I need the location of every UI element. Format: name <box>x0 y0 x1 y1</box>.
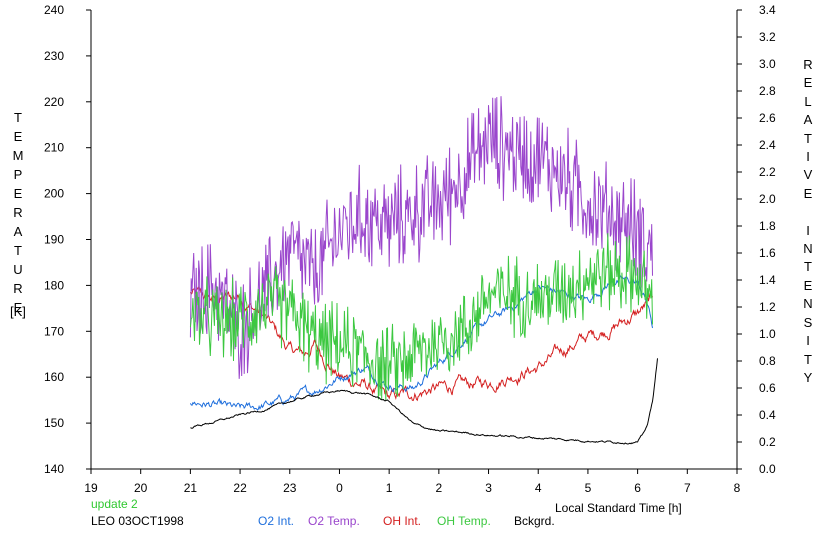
right-tick-label: 1.2 <box>759 300 776 314</box>
right-tick-label: 1.4 <box>759 273 776 287</box>
right-tick-label: 0.6 <box>759 381 776 395</box>
left-axis-label-letter: E <box>13 129 23 144</box>
x-tick-label: 4 <box>535 481 542 495</box>
left-axis-label-letter: U <box>13 262 23 277</box>
x-tick-label: 23 <box>283 481 297 495</box>
left-axis-label-letter: A <box>13 224 23 239</box>
right-tick-label: 2.8 <box>759 84 776 98</box>
right-axis-label-letter: N <box>803 241 813 257</box>
series-oh-int <box>189 286 653 402</box>
right-tick-label: 1.8 <box>759 219 776 233</box>
right-axis-label-letter: T <box>804 351 812 367</box>
left-tick-label: 200 <box>44 187 64 201</box>
x-tick-label: 6 <box>634 481 641 495</box>
station-date: LEO 03OCT1998 <box>91 514 184 528</box>
right-tick-label: 2.2 <box>759 165 776 179</box>
right-axis-label-letter: T <box>804 259 812 275</box>
x-tick-label: 5 <box>585 481 592 495</box>
left-tick-label: 180 <box>44 278 64 292</box>
left-axis-label-letter: E <box>13 300 23 315</box>
legend-item: O2 Temp. <box>308 514 360 528</box>
right-tick-label: 3.0 <box>759 57 776 71</box>
right-axis-label-letter: Y <box>803 369 813 385</box>
series-layer <box>189 96 658 445</box>
series-oh-temp <box>189 233 653 401</box>
series-o2-temp <box>189 96 653 379</box>
right-axis-label-letter: I <box>806 222 810 238</box>
right-axis-label-letter: V <box>803 167 813 183</box>
right-tick-label: 2.6 <box>759 111 776 125</box>
x-tick-label: 7 <box>684 481 691 495</box>
left-tick-label: 240 <box>44 3 64 17</box>
right-tick-label: 0.0 <box>759 462 776 476</box>
right-tick-label: 3.2 <box>759 30 776 44</box>
right-axis-label-letter: S <box>803 314 813 330</box>
left-axis-label-letter: R <box>13 205 23 220</box>
right-tick-label: 0.4 <box>759 408 776 422</box>
x-tick-label: 19 <box>84 481 98 495</box>
right-axis-label-letter: T <box>804 130 812 146</box>
right-axis-label-letter: L <box>804 93 812 109</box>
right-axis-label-letter: N <box>803 296 813 312</box>
left-tick-label: 190 <box>44 233 64 247</box>
x-tick-label: 1 <box>386 481 393 495</box>
x-tick-label: 21 <box>184 481 198 495</box>
x-tick-label: 20 <box>134 481 148 495</box>
right-axis-label-letter: A <box>803 112 813 128</box>
right-axis-label-letter: E <box>803 75 813 91</box>
right-axis-label-letter: E <box>803 277 813 293</box>
right-axis-label-letter: E <box>803 185 813 201</box>
left-axis-label-letter: R <box>13 281 23 296</box>
series-bckgrd <box>190 358 658 445</box>
left-axis-label-letter: T <box>14 110 22 125</box>
legend-item: OH Temp. <box>437 514 491 528</box>
left-tick-label: 170 <box>44 324 64 338</box>
right-tick-label: 3.4 <box>759 3 776 17</box>
x-tick-label: 0 <box>336 481 343 495</box>
left-axis-label-letter: T <box>14 243 22 258</box>
right-axis-label-letter: I <box>806 149 810 165</box>
x-tick-label: 22 <box>233 481 247 495</box>
right-tick-label: 1.0 <box>759 327 776 341</box>
tick-marks: 1401501601701801902002102202302400.00.20… <box>44 3 776 495</box>
left-tick-label: 210 <box>44 141 64 155</box>
update-note: update 2 <box>91 497 138 511</box>
legend-item: OH Int. <box>383 514 422 528</box>
left-axis-unit: [K] <box>10 304 26 319</box>
right-axis-label-letter <box>798 203 818 221</box>
right-tick-label: 2.4 <box>759 138 776 152</box>
left-axis-label-letter: P <box>13 167 23 182</box>
right-tick-label: 1.6 <box>759 246 776 260</box>
right-tick-label: 0.8 <box>759 354 776 368</box>
right-axis-label-letter: R <box>803 57 813 72</box>
x-tick-label: 3 <box>485 481 492 495</box>
x-tick-label: 2 <box>436 481 443 495</box>
left-axis-label-letter: M <box>12 148 24 163</box>
right-tick-label: 2.0 <box>759 192 776 206</box>
left-tick-label: 230 <box>44 49 64 63</box>
left-tick-label: 160 <box>44 370 64 384</box>
left-axis-label-letter: E <box>13 186 23 201</box>
x-tick-label: 8 <box>734 481 741 495</box>
left-tick-label: 150 <box>44 416 64 430</box>
right-tick-label: 0.2 <box>759 435 776 449</box>
left-tick-label: 220 <box>44 95 64 109</box>
legend-item: Bckgrd. <box>514 514 555 528</box>
x-axis-label: Local Standard Time [h] <box>555 501 682 515</box>
legend-item: O2 Int. <box>258 514 295 528</box>
left-tick-label: 140 <box>44 462 64 476</box>
right-axis-label-letter: I <box>806 333 810 349</box>
